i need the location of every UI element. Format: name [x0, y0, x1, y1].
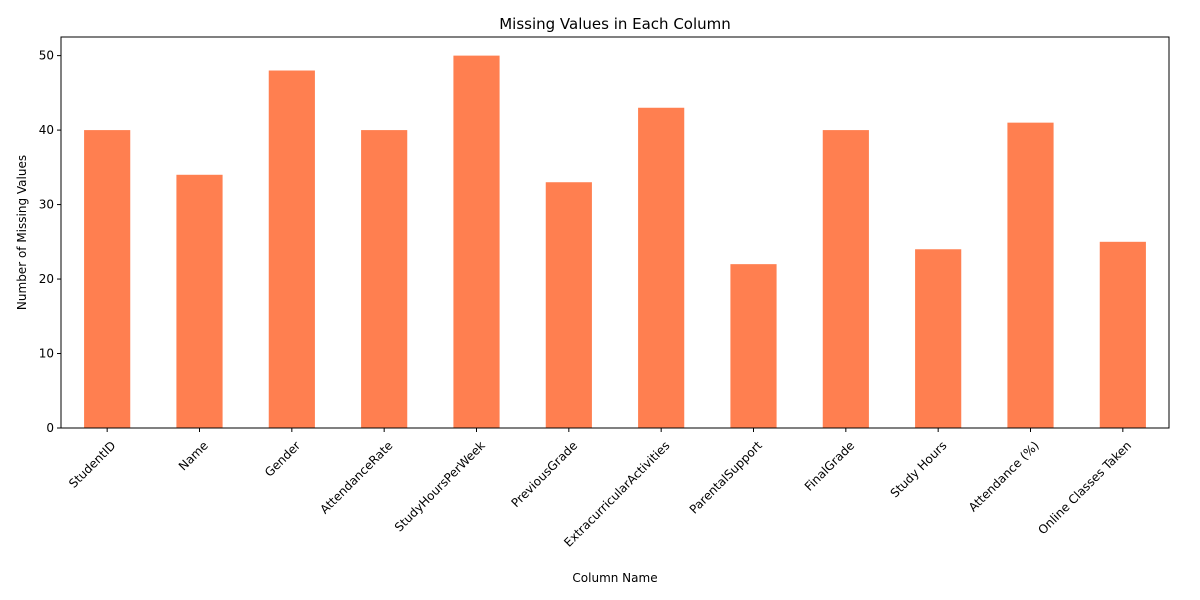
y-axis-label: Number of Missing Values: [15, 155, 29, 310]
y-tick-label: 30: [39, 198, 54, 212]
bar-attendance: [1007, 122, 1054, 429]
x-tick-label: Online Classes Taken: [1035, 438, 1134, 537]
x-tick-label: Study Hours: [888, 438, 950, 500]
x-tick-label: ExtracurricularActivities: [561, 438, 672, 549]
bar-extracurricularactivities: [638, 107, 685, 428]
bar-previousgrade: [545, 182, 592, 428]
x-tick-label: StudyHoursPerWeek: [392, 438, 488, 534]
bar-online-classes-taken: [1099, 241, 1146, 428]
x-tick-label: ParentalSupport: [687, 438, 765, 516]
x-tick-label: AttendanceRate: [317, 438, 395, 516]
x-tick-label: FinalGrade: [802, 438, 857, 493]
x-axis-label: Column Name: [572, 571, 657, 585]
y-axis: 0 10 20 30 40 50: [39, 49, 61, 435]
x-tick-label: Attendance (%): [966, 438, 1042, 514]
chart-title: Missing Values in Each Column: [499, 15, 731, 33]
y-tick-label: 40: [39, 123, 54, 137]
y-tick-label: 0: [46, 421, 54, 435]
y-tick-label: 10: [39, 347, 54, 361]
bar-studyhoursperweek: [453, 55, 500, 428]
bar-parentalsupport: [730, 264, 777, 428]
bar-studentid: [84, 130, 131, 428]
x-tick-label: StudentID: [66, 438, 118, 490]
bar-study-hours: [915, 249, 962, 428]
bar-finalgrade: [822, 130, 869, 428]
y-tick-label: 50: [39, 49, 54, 63]
x-tick-label: Gender: [262, 438, 303, 479]
plot-area: [84, 55, 1146, 429]
bar-attendancerate: [361, 130, 408, 428]
plot-frame: [60, 36, 1170, 429]
bar-name: [176, 174, 223, 428]
x-tick-label: PreviousGrade: [509, 438, 581, 510]
x-axis: StudentID Name Gender AttendanceRateStudyHo…: [66, 428, 1134, 550]
x-tick-label: Name: [176, 438, 211, 473]
bar-gender: [268, 70, 315, 428]
y-tick-label: 20: [39, 272, 54, 286]
